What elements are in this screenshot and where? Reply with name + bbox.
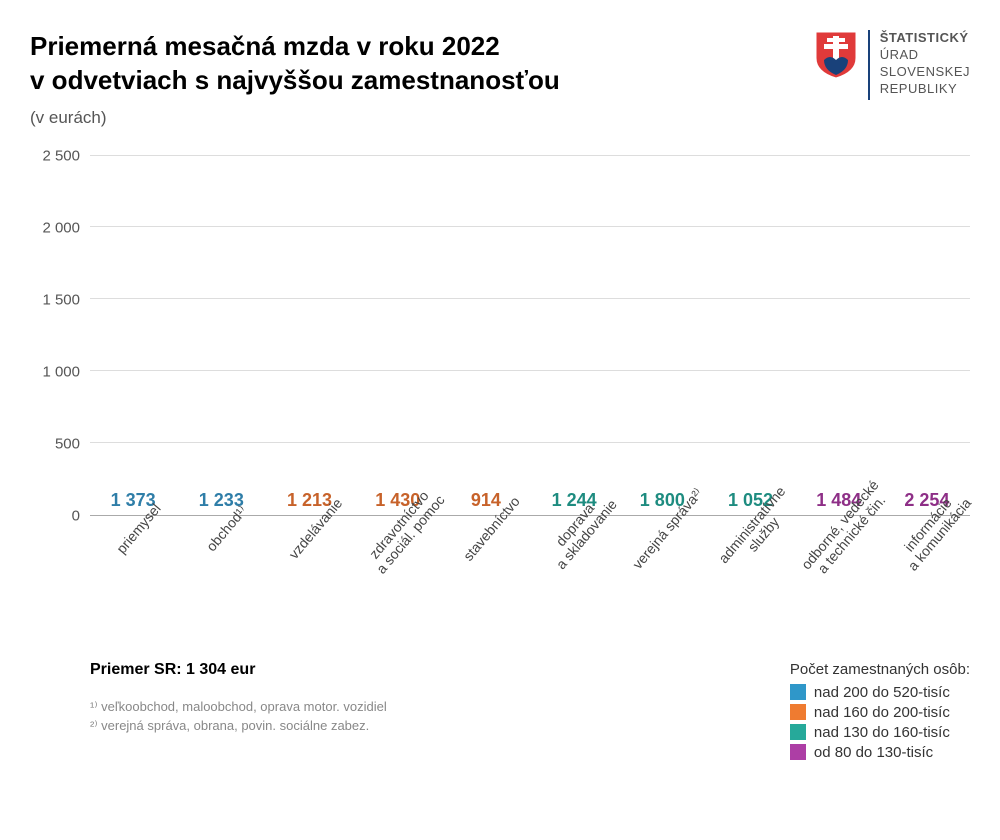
- subtitle: (v eurách): [30, 108, 814, 128]
- title-line-1: Priemerná mesačná mzda v roku 2022: [30, 30, 814, 64]
- chart-area: 05001 0001 5002 0002 500 1 3731 2331 213…: [30, 156, 970, 516]
- legend-label: nad 200 do 520-tisíc: [814, 684, 950, 701]
- x-axis-labels: priemysel obchod¹⁾ vzdelávanie zdravotníctv…: [30, 516, 970, 656]
- gridline: [90, 370, 970, 371]
- legend-row: nad 200 do 520-tisíc: [790, 684, 970, 701]
- y-tick: 0: [72, 507, 80, 524]
- title-block: Priemerná mesačná mzda v roku 2022 v odv…: [30, 30, 814, 128]
- header: Priemerná mesačná mzda v roku 2022 v odv…: [30, 30, 970, 128]
- y-tick: 2 500: [42, 147, 80, 164]
- y-tick: 1 000: [42, 363, 80, 380]
- legend-swatch: [790, 724, 806, 740]
- x-label-slot: informáciea komunikácia: [894, 524, 960, 656]
- x-label-slot: priemysel: [100, 524, 166, 656]
- gridline: [90, 442, 970, 443]
- legend-label: nad 130 do 160-tisíc: [814, 724, 950, 741]
- legend-swatch: [790, 744, 806, 760]
- footnotes: Priemer SR: 1 304 eur ¹⁾ veľkoobchod, ma…: [90, 661, 387, 764]
- legend-row: od 80 do 130-tisíc: [790, 744, 970, 761]
- gridline: [90, 226, 970, 227]
- x-label-slot: administratívneslužby: [717, 524, 783, 656]
- plot: 1 3731 2331 2131 4309141 2441 8001 0521 …: [90, 156, 970, 516]
- average-text: Priemer SR: 1 304 eur: [90, 661, 387, 679]
- logo-divider: [868, 30, 870, 100]
- logo-text: ŠTATISTICKÝ ÚRAD SLOVENSKEJ REPUBLIKY: [880, 30, 970, 98]
- legend-row: nad 130 do 160-tisíc: [790, 724, 970, 741]
- y-tick: 500: [55, 435, 80, 452]
- logo-text-line-2: ÚRAD: [880, 47, 970, 64]
- gridline: [90, 155, 970, 156]
- logo-text-line-3: SLOVENSKEJ: [880, 64, 970, 81]
- y-axis: 05001 0001 5002 0002 500: [30, 156, 90, 516]
- x-label-slot: odborné, vedeckéa technické čin.: [806, 524, 872, 656]
- shield-icon: [814, 30, 858, 80]
- legend-swatch: [790, 684, 806, 700]
- x-label-slot: zdravotníctvoa sociál. pomoc: [365, 524, 431, 656]
- y-tick: 1 500: [42, 291, 80, 308]
- legend-row: nad 160 do 200-tisíc: [790, 704, 970, 721]
- footer: Priemer SR: 1 304 eur ¹⁾ veľkoobchod, ma…: [30, 661, 970, 764]
- legend-label: nad 160 do 200-tisíc: [814, 704, 950, 721]
- gridline: [90, 298, 970, 299]
- logo-text-line-4: REPUBLIKY: [880, 81, 970, 98]
- x-label-slot: verejná správa²⁾: [629, 524, 695, 656]
- logo: ŠTATISTICKÝ ÚRAD SLOVENSKEJ REPUBLIKY: [814, 30, 970, 100]
- legend-swatch: [790, 704, 806, 720]
- legend-title: Počet zamestnaných osôb:: [790, 661, 970, 678]
- logo-text-line-1: ŠTATISTICKÝ: [880, 30, 970, 47]
- x-label-slot: vzdelávanie: [276, 524, 342, 656]
- footnote-1: ¹⁾ veľkoobchod, maloobchod, oprava motor…: [90, 697, 387, 717]
- legend: Počet zamestnaných osôb: nad 200 do 520-…: [790, 661, 970, 764]
- bar-value-label: 914: [471, 490, 501, 511]
- legend-label: od 80 do 130-tisíc: [814, 744, 933, 761]
- legend-items: nad 200 do 520-tisíc nad 160 do 200-tisíc…: [790, 684, 970, 761]
- y-tick: 2 000: [42, 219, 80, 236]
- bars-container: 1 3731 2331 2131 4309141 2441 8001 0521 …: [90, 156, 970, 515]
- title-line-2: v odvetviach s najvyššou zamestnanosťou: [30, 64, 814, 98]
- footnote-2: ²⁾ verejná správa, obrana, povin. sociál…: [90, 716, 387, 736]
- x-label-slot: dopravaa skladovanie: [541, 524, 607, 656]
- x-label-slot: stavebníctvo: [453, 524, 519, 656]
- x-label-slot: obchod¹⁾: [188, 524, 254, 656]
- page-root: Priemerná mesačná mzda v roku 2022 v odv…: [0, 0, 1000, 784]
